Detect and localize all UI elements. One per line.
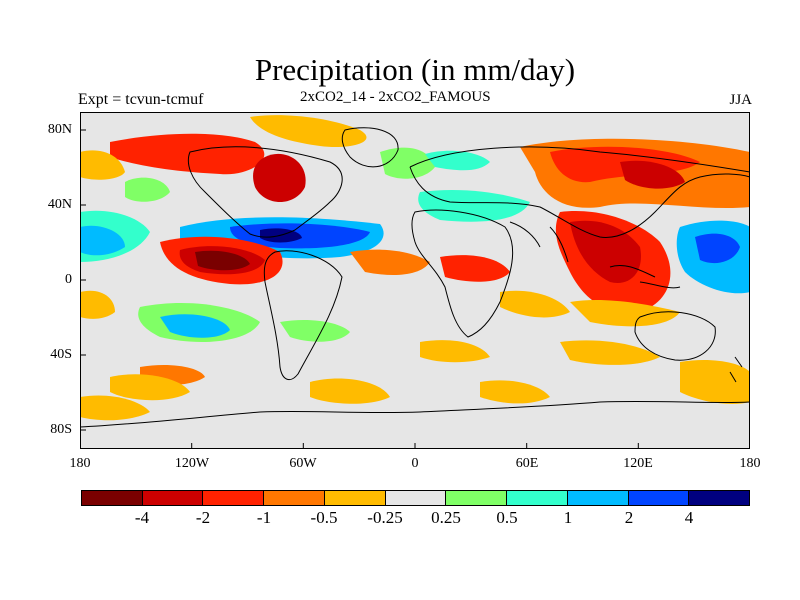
subtitle: 2xCO2_14 - 2xCO2_FAMOUS	[300, 89, 491, 105]
lon-label-120e: 120E	[623, 456, 653, 471]
season-label: JJA	[729, 92, 752, 108]
colorbar-swatch	[689, 491, 750, 505]
lon-label-60e: 60E	[515, 456, 539, 471]
lon-label-0: 0	[411, 456, 419, 471]
precipitation-field	[80, 115, 750, 421]
colorbar-label: 1	[563, 508, 573, 527]
map-frame	[80, 112, 750, 449]
lat-label-40s: 40S	[50, 347, 72, 362]
lon-label-60w: 60W	[289, 456, 317, 471]
colorbar-swatch	[324, 491, 386, 505]
map-panel	[80, 112, 750, 449]
colorbar-label: -4	[134, 508, 150, 527]
colorbar-label: 0.25	[431, 508, 461, 527]
colorbar-swatch	[628, 491, 690, 505]
colorbar-label: -0.25	[367, 508, 403, 527]
colorbar-swatch	[82, 491, 143, 505]
colorbar-swatch	[446, 491, 508, 505]
map-title: Precipitation (in mm/day)	[254, 52, 576, 87]
lon-label-180e: 180	[739, 456, 761, 471]
colorbar-label: -2	[195, 508, 211, 527]
colorbar-swatch	[264, 491, 325, 505]
lat-label-80n: 80N	[47, 122, 72, 137]
experiment-label: Expt = tcvun-tcmuf	[78, 91, 204, 108]
colorbar-label: 2	[624, 508, 634, 527]
colorbar-label: -1	[256, 508, 272, 527]
colorbar-swatch	[385, 491, 447, 505]
lat-label-80s: 80S	[50, 422, 72, 437]
lat-label-40n: 40N	[47, 197, 72, 212]
lon-label-120w: 120W	[174, 456, 210, 471]
lon-label-180w: 180	[69, 456, 91, 471]
colorbar-label: 4	[684, 508, 694, 527]
colorbar-swatch	[203, 491, 265, 505]
precipitation-map	[80, 112, 750, 449]
colorbar-label: 0.5	[496, 508, 518, 527]
colorbar-swatch	[567, 491, 629, 505]
colorbar	[81, 490, 750, 506]
colorbar-swatch	[507, 491, 568, 505]
colorbar-label: -0.5	[310, 508, 338, 527]
colorbar-swatch	[142, 491, 204, 505]
lat-label-0: 0	[65, 272, 72, 287]
coastlines	[80, 127, 750, 428]
